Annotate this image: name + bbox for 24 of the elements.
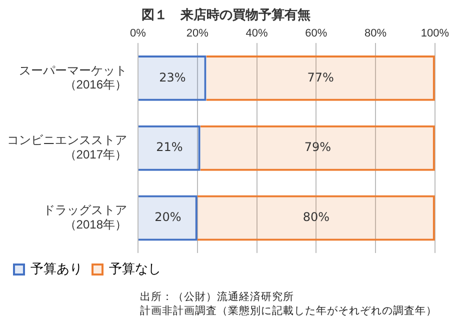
chart-title: 図１ 来店時の買物予算有無 bbox=[140, 6, 312, 24]
x-tick-label: 60% bbox=[305, 28, 328, 40]
x-tick-label: 0% bbox=[130, 28, 146, 40]
y-tick-label: ドラッグストア（2018年） bbox=[43, 203, 127, 232]
data-label: 80% bbox=[302, 210, 330, 224]
bar bbox=[138, 55, 206, 101]
y-tick-label: コンビニエンスストア（2017年） bbox=[7, 133, 127, 162]
x-tick-label: 80% bbox=[364, 28, 387, 40]
text: 計画非計画調査（業態別に記載した年がそれぞれの調査年） bbox=[140, 304, 437, 318]
bar bbox=[206, 55, 435, 101]
x-tick-label: 100% bbox=[420, 28, 450, 40]
legend-label: 予算なし bbox=[109, 261, 161, 276]
bar bbox=[200, 125, 435, 171]
x-tick-label: 20% bbox=[186, 28, 209, 40]
data-label: 77% bbox=[307, 70, 334, 84]
data-label: 23% bbox=[159, 70, 186, 84]
x-tick-label: 40% bbox=[246, 28, 268, 40]
data-label: 79% bbox=[304, 140, 331, 154]
legend-label: 予算あり bbox=[30, 261, 82, 276]
data-label: 20% bbox=[154, 210, 182, 224]
data-label: 21% bbox=[156, 140, 183, 154]
y-tick-label: スーパーマーケット（2016年） bbox=[19, 63, 127, 92]
bar bbox=[197, 195, 435, 241]
text: 出所：（公財）流通経済研究所 bbox=[140, 290, 295, 304]
